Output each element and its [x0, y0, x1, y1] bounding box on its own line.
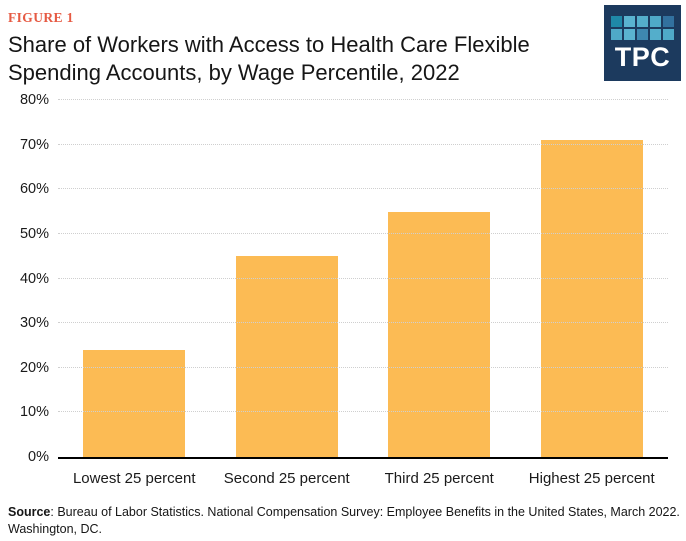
y-axis-tick-label: 10%	[19, 404, 49, 421]
y-axis-tick-label: 80%	[19, 92, 49, 108]
source-text: : Bureau of Labor Statistics. National C…	[8, 505, 680, 536]
tpc-logo-text: TPC	[614, 42, 671, 72]
bar-highest-25-percent	[540, 140, 643, 457]
logo-square	[624, 16, 635, 27]
tpc-logo-grid-icon	[611, 16, 674, 40]
y-axis-tick-label: 70%	[19, 136, 49, 153]
logo-square	[611, 16, 622, 27]
gridline	[58, 322, 668, 324]
source-note: Source: Bureau of Labor Statistics. Nati…	[8, 504, 680, 538]
gridline	[58, 366, 668, 368]
logo-square	[637, 29, 648, 40]
chart-title: Share of Workers with Access to Health C…	[8, 32, 530, 85]
bar-chart: 0% 10% 20% 30% 40% 50% 60% 70% 80% Lowest 25 per…	[8, 92, 686, 487]
y-axis-tick-label: 40%	[19, 270, 49, 287]
source-label: Source	[8, 505, 51, 519]
gridline	[58, 143, 668, 145]
y-axis-tick-label: 30%	[19, 315, 49, 332]
y-axis-tick-label: 50%	[19, 225, 49, 242]
tpc-logo: TPC	[604, 5, 681, 81]
x-axis-category-label: Lowest 25 percent	[72, 470, 196, 487]
logo-square	[650, 29, 661, 40]
gridline	[58, 232, 668, 234]
logo-square	[650, 16, 661, 27]
gridline	[58, 411, 668, 413]
gridline	[58, 188, 668, 190]
bar-second-25-percent	[235, 256, 338, 457]
logo-square	[637, 16, 648, 27]
y-axis-tick-label: 0%	[28, 449, 49, 465]
logo-square	[663, 16, 674, 27]
y-axis-tick-label: 20%	[19, 359, 49, 376]
bar-lowest-25-percent	[83, 349, 186, 457]
logo-square	[624, 29, 635, 40]
y-axis-tick-label: 60%	[19, 181, 49, 198]
logo-square	[611, 29, 622, 40]
gridline	[58, 277, 668, 279]
bar-third-25-percent	[388, 211, 491, 457]
x-axis-category-label: Highest 25 percent	[528, 470, 655, 487]
x-axis-category-label: Second 25 percent	[223, 470, 350, 487]
gridline	[58, 99, 668, 100]
bars	[58, 100, 668, 457]
x-axis-labels: Lowest 25 percent Second 25 percent Third …	[58, 470, 668, 487]
x-axis-category-label: Third 25 percent	[384, 470, 494, 487]
logo-square	[663, 29, 674, 40]
figure-label: FIGURE 1	[8, 10, 74, 25]
plot-area: 0% 10% 20% 30% 40% 50% 60% 70% 80%	[20, 92, 668, 465]
